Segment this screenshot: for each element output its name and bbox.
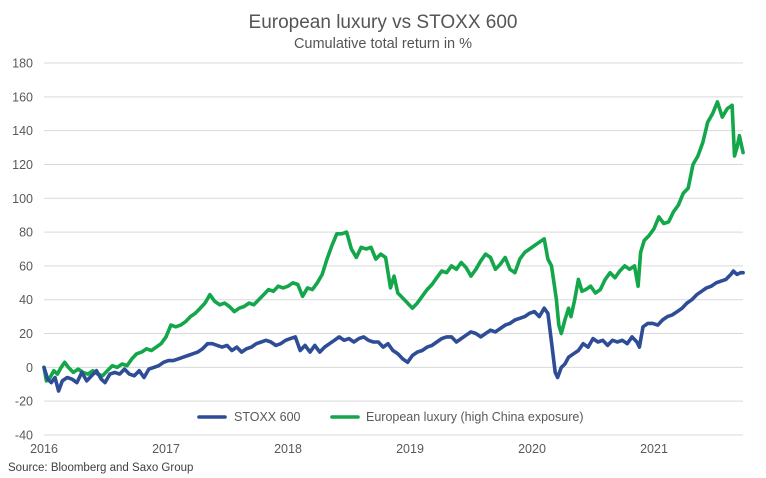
- y-tick-label: 160: [12, 90, 33, 104]
- series-lines: [42, 100, 745, 393]
- source-note: Source: Bloomberg and Saxo Group: [8, 462, 193, 474]
- x-tick-label: 2018: [274, 442, 302, 456]
- series-line-european-luxury: [42, 100, 745, 383]
- y-tick-label: -40: [15, 429, 33, 443]
- y-tick-label: 120: [12, 158, 33, 172]
- y-tick-label: 100: [12, 192, 33, 206]
- legend-label-european-luxury: European luxury (high China exposure): [366, 410, 584, 424]
- y-tick-label: 80: [19, 226, 33, 240]
- x-axis-ticks: 2016 2017 2018 2019 2020 2021: [30, 442, 668, 456]
- series-line-stoxx600: [42, 269, 745, 393]
- y-tick-label: -20: [15, 395, 33, 409]
- x-tick-label: 2017: [152, 442, 180, 456]
- y-tick-label: 60: [19, 259, 33, 273]
- gridlines: [44, 62, 743, 436]
- legend-label-stoxx600: STOXX 600: [234, 410, 301, 424]
- x-tick-label: 2019: [396, 442, 424, 456]
- y-tick-label: 40: [19, 293, 33, 307]
- x-tick-label: 2016: [30, 442, 58, 456]
- x-tick-label: 2020: [518, 442, 546, 456]
- y-tick-label: 0: [26, 361, 33, 375]
- chart-subtitle: Cumulative total return in %: [294, 36, 472, 52]
- y-axis-ticks: -40 -20 0 20 40 60 80 100 120 140 160 180: [12, 57, 33, 443]
- legend: STOXX 600 European luxury (high China ex…: [197, 410, 584, 424]
- y-tick-label: 140: [12, 124, 33, 138]
- y-tick-label: 20: [19, 327, 33, 341]
- chart-title: European luxury vs STOXX 600: [249, 12, 518, 33]
- y-tick-label: 180: [12, 57, 33, 71]
- x-tick-label: 2021: [640, 442, 668, 456]
